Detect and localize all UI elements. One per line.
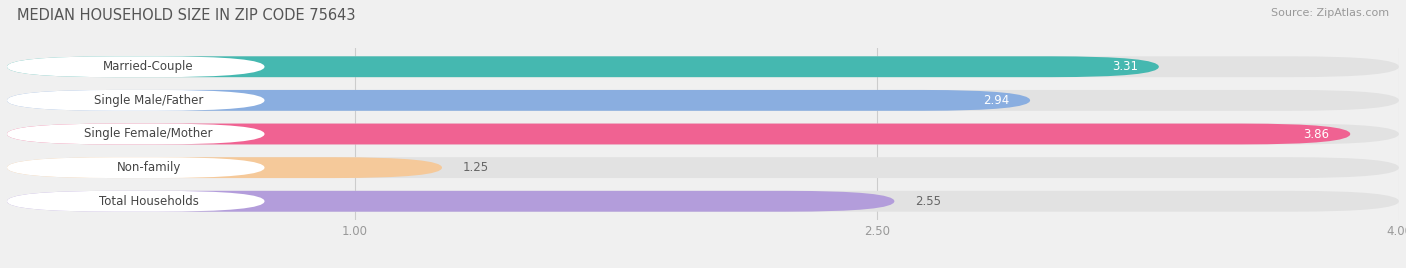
FancyBboxPatch shape: [7, 191, 1399, 212]
Text: 3.86: 3.86: [1303, 128, 1330, 140]
Text: Single Female/Mother: Single Female/Mother: [84, 128, 212, 140]
Text: 2.94: 2.94: [983, 94, 1010, 107]
FancyBboxPatch shape: [7, 157, 264, 178]
Text: 2.55: 2.55: [915, 195, 941, 208]
Text: Total Households: Total Households: [98, 195, 198, 208]
FancyBboxPatch shape: [7, 157, 1399, 178]
Text: Non-family: Non-family: [117, 161, 181, 174]
Text: 3.31: 3.31: [1112, 60, 1137, 73]
FancyBboxPatch shape: [7, 56, 264, 77]
FancyBboxPatch shape: [7, 124, 264, 144]
FancyBboxPatch shape: [7, 90, 1399, 111]
FancyBboxPatch shape: [7, 56, 1159, 77]
FancyBboxPatch shape: [7, 191, 264, 212]
Text: MEDIAN HOUSEHOLD SIZE IN ZIP CODE 75643: MEDIAN HOUSEHOLD SIZE IN ZIP CODE 75643: [17, 8, 356, 23]
FancyBboxPatch shape: [7, 90, 264, 111]
FancyBboxPatch shape: [7, 90, 1031, 111]
Text: Single Male/Father: Single Male/Father: [94, 94, 204, 107]
FancyBboxPatch shape: [7, 56, 1399, 77]
Text: Source: ZipAtlas.com: Source: ZipAtlas.com: [1271, 8, 1389, 18]
FancyBboxPatch shape: [7, 124, 1399, 144]
Text: Married-Couple: Married-Couple: [104, 60, 194, 73]
FancyBboxPatch shape: [7, 157, 441, 178]
Text: 1.25: 1.25: [463, 161, 489, 174]
FancyBboxPatch shape: [7, 124, 1350, 144]
FancyBboxPatch shape: [7, 191, 894, 212]
